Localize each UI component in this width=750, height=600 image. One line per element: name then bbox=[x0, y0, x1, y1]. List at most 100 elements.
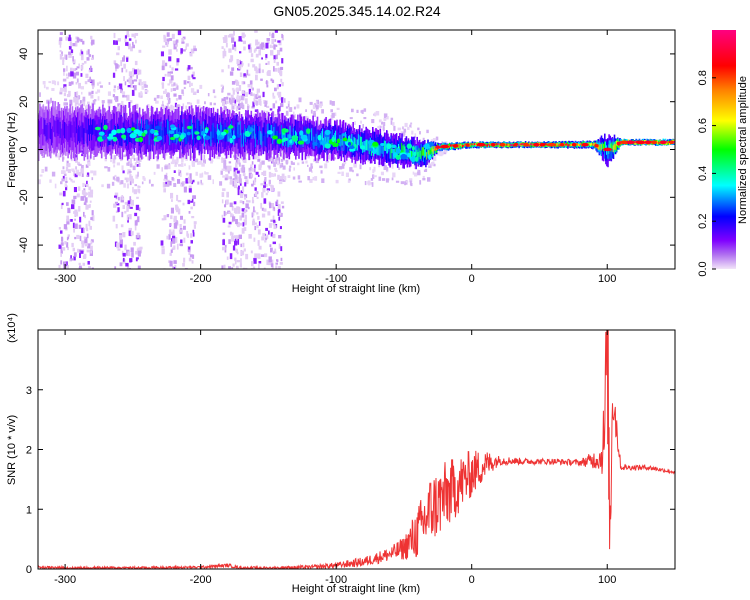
heatmap-cell bbox=[273, 225, 277, 230]
heatmap-cell bbox=[253, 257, 257, 264]
heatmap-cell bbox=[470, 143, 473, 146]
heatmap-cell bbox=[241, 212, 245, 218]
heatmap-cell bbox=[176, 104, 180, 109]
heatmap-cell bbox=[307, 176, 310, 181]
heatmap-cell bbox=[85, 164, 89, 168]
heatmap-cell bbox=[280, 103, 284, 108]
heatmap-cell bbox=[182, 49, 186, 52]
heatmap-cell bbox=[305, 116, 309, 120]
heatmap-cell bbox=[256, 212, 259, 215]
heatmap-cell bbox=[63, 70, 65, 76]
heatmap-cell bbox=[62, 170, 66, 174]
heatmap-cell bbox=[83, 202, 87, 205]
heatmap-cell bbox=[310, 129, 312, 143]
heatmap-cell bbox=[426, 152, 428, 160]
heatmap-cell bbox=[244, 220, 247, 226]
heatmap-cell bbox=[280, 66, 284, 70]
heatmap-cell bbox=[223, 160, 226, 165]
heatmap-cell bbox=[230, 33, 234, 38]
heatmap-cell bbox=[83, 211, 85, 217]
heatmap-cell bbox=[605, 141, 607, 151]
heatmap-cell bbox=[337, 171, 341, 174]
heatmap-cell bbox=[282, 165, 286, 170]
heatmap-cell bbox=[293, 125, 296, 139]
heatmap-cell bbox=[266, 188, 270, 191]
heatmap-cell bbox=[84, 215, 86, 219]
heatmap-cell bbox=[122, 94, 126, 98]
heatmap-cell bbox=[111, 129, 117, 136]
heatmap-cell bbox=[138, 235, 141, 240]
heatmap-cell bbox=[250, 167, 254, 172]
heatmap-cell bbox=[287, 103, 290, 108]
heatmap-cell bbox=[363, 117, 367, 120]
heatmap-cell bbox=[342, 163, 345, 166]
heatmap-cell bbox=[183, 225, 186, 230]
heatmap-cell bbox=[58, 244, 62, 249]
heatmap-cell bbox=[233, 171, 237, 177]
heatmap-cell bbox=[269, 244, 272, 248]
heatmap-cell bbox=[91, 267, 94, 269]
heatmap-cell bbox=[470, 143, 473, 148]
heatmap-cell bbox=[176, 87, 179, 90]
heatmap-cell bbox=[130, 175, 133, 181]
heatmap-cell bbox=[202, 121, 205, 137]
spectrogram-xtick-label: 100 bbox=[598, 273, 616, 285]
heatmap-cell bbox=[146, 104, 150, 108]
heatmap-cell bbox=[225, 42, 228, 48]
heatmap-cell bbox=[226, 191, 229, 198]
heatmap-cell bbox=[187, 249, 190, 252]
heatmap-cell bbox=[91, 57, 94, 60]
heatmap-cell bbox=[164, 174, 167, 180]
heatmap-cell bbox=[67, 265, 69, 269]
heatmap-cell bbox=[187, 102, 191, 105]
heatmap-cell bbox=[139, 81, 143, 85]
heatmap-cell bbox=[277, 126, 280, 140]
heatmap-cell bbox=[263, 185, 266, 188]
heatmap-cell bbox=[81, 91, 83, 95]
heatmap-cell bbox=[331, 101, 335, 106]
heatmap-cell bbox=[108, 82, 111, 85]
heatmap-cell bbox=[256, 46, 260, 49]
heatmap-cell bbox=[46, 99, 50, 103]
heatmap-cell bbox=[431, 146, 434, 158]
heatmap-cell bbox=[84, 197, 88, 203]
heatmap-cell bbox=[70, 159, 73, 162]
heatmap-cell bbox=[432, 149, 435, 154]
heatmap-cell bbox=[315, 133, 318, 146]
heatmap-cell bbox=[222, 101, 225, 106]
heatmap-cell bbox=[257, 215, 260, 220]
heatmap-cell bbox=[277, 67, 281, 73]
heatmap-cell bbox=[356, 173, 359, 177]
heatmap-cell bbox=[114, 174, 117, 178]
heatmap-cell bbox=[222, 232, 226, 235]
heatmap-cell bbox=[74, 101, 77, 107]
heatmap-cell bbox=[128, 38, 132, 41]
heatmap-cell bbox=[59, 87, 62, 91]
heatmap-cell bbox=[564, 143, 567, 146]
heatmap-cell bbox=[238, 95, 241, 101]
heatmap-cell bbox=[132, 71, 135, 77]
heatmap-cell bbox=[90, 170, 94, 174]
heatmap-cell bbox=[326, 154, 330, 160]
heatmap-cell bbox=[254, 109, 258, 112]
heatmap-cell bbox=[53, 119, 55, 153]
heatmap-cell bbox=[231, 206, 234, 211]
heatmap-cell bbox=[305, 160, 308, 164]
heatmap-cell bbox=[370, 178, 374, 181]
heatmap-cell bbox=[68, 54, 72, 58]
heatmap-cell bbox=[260, 254, 265, 257]
heatmap-cell bbox=[138, 156, 142, 162]
heatmap-cell bbox=[329, 125, 332, 149]
heatmap-cell bbox=[235, 124, 237, 139]
heatmap-cell bbox=[254, 66, 258, 70]
heatmap-cell bbox=[260, 202, 263, 209]
heatmap-cell bbox=[39, 92, 41, 97]
heatmap-cell bbox=[90, 245, 93, 250]
heatmap-cell bbox=[128, 128, 130, 144]
heatmap-cell bbox=[185, 172, 189, 176]
heatmap-cell bbox=[82, 262, 85, 266]
heatmap-cell bbox=[425, 148, 427, 157]
heatmap-cell bbox=[123, 183, 126, 188]
heatmap-cell bbox=[233, 201, 237, 205]
heatmap-cell bbox=[73, 170, 76, 177]
